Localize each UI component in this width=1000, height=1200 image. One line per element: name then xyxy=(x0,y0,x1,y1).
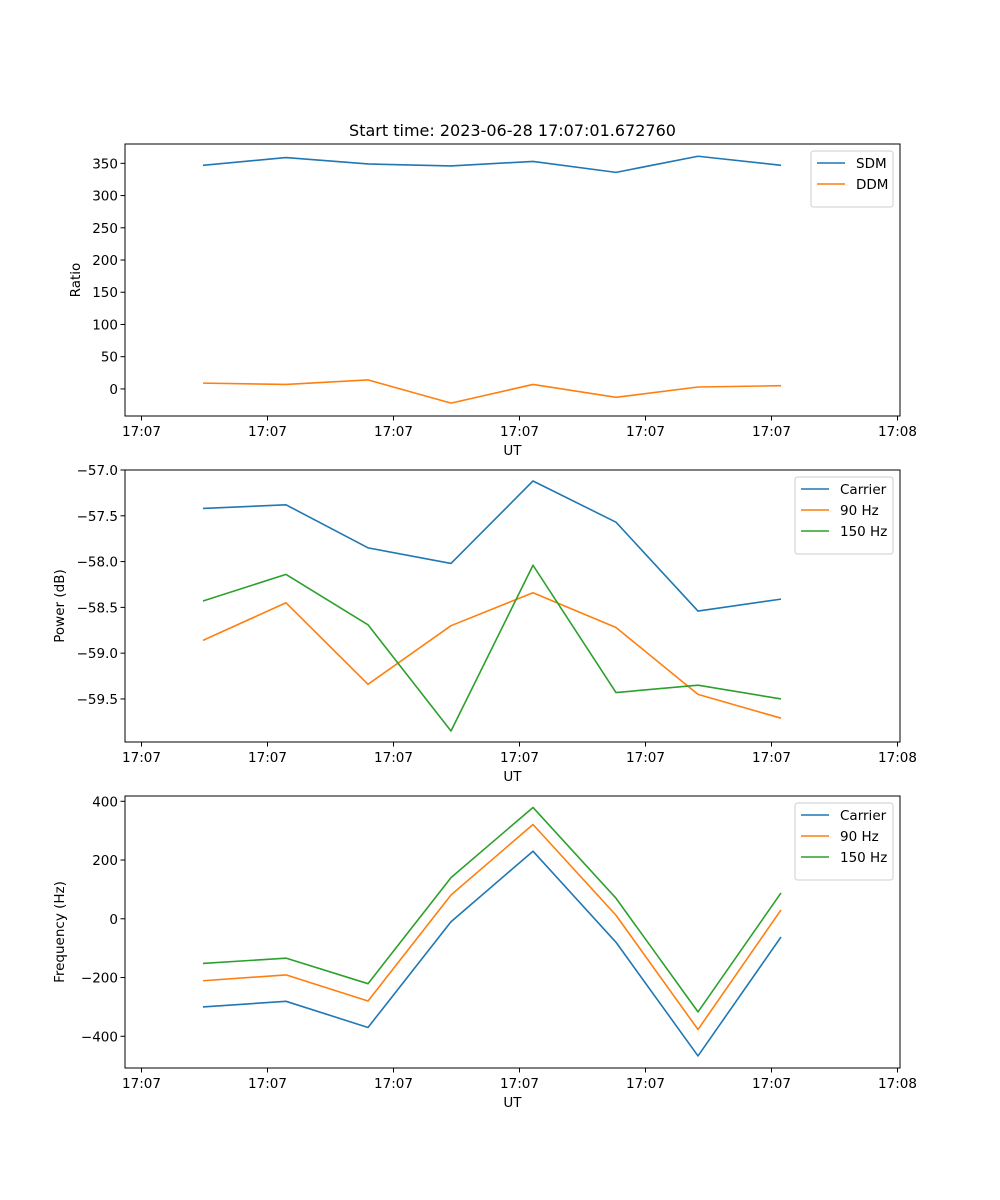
legend-label: 90 Hz xyxy=(840,829,879,845)
y-tick-label: 100 xyxy=(92,317,118,333)
y-axis-label: Frequency (Hz) xyxy=(52,881,68,983)
y-tick-label: 300 xyxy=(92,189,118,205)
legend-label: Carrier xyxy=(840,482,887,498)
x-tick-label: 17:07 xyxy=(500,424,539,440)
legend-box xyxy=(794,802,894,881)
y-tick-label: −58.5 xyxy=(77,600,118,616)
y-axis-label: Ratio xyxy=(68,263,84,298)
y-tick-label: −400 xyxy=(81,1029,118,1045)
legend-label: 90 Hz xyxy=(840,503,879,519)
y-tick-label: −200 xyxy=(81,971,118,987)
series-line-ddm xyxy=(202,379,782,404)
x-tick-label: 17:07 xyxy=(374,1076,413,1092)
x-tick-label: 17:08 xyxy=(878,750,917,766)
series-line-90-hz xyxy=(202,823,782,1031)
figure-title: Start time: 2023-06-28 17:07:01.672760 xyxy=(349,121,676,140)
x-axis-label: UT xyxy=(503,1095,522,1111)
legend: SDM DDM xyxy=(810,150,894,208)
plots-container: 17:07 17:07 17:07 17:07 17:07 17:07 17:08 0 50 10… xyxy=(52,143,917,1111)
legend-label: SDM xyxy=(856,156,887,172)
y-tick-label: 200 xyxy=(92,253,118,269)
x-axis-label: UT xyxy=(503,769,522,785)
y-tick-label: 0 xyxy=(109,912,118,928)
chart-panel-frequency: 17:07 17:07 17:07 17:07 17:07 17:07 17:08 −400 −… xyxy=(52,794,917,1111)
y-tick-label: 200 xyxy=(92,853,118,869)
legend-label: Carrier xyxy=(840,808,887,824)
series-line-sdm xyxy=(202,155,782,174)
x-tick-label: 17:07 xyxy=(374,750,413,766)
x-tick-label: 17:07 xyxy=(626,750,665,766)
legend-box xyxy=(810,150,894,208)
series-line-carrier xyxy=(202,850,782,1057)
y-tick-label: 400 xyxy=(92,794,118,810)
x-tick-label: 17:08 xyxy=(878,424,917,440)
legend: Carrier 90 Hz 150 Hz xyxy=(794,476,894,555)
legend-label: 150 Hz xyxy=(840,850,887,866)
y-tick-label: −59.5 xyxy=(77,692,118,708)
legend: Carrier 90 Hz 150 Hz xyxy=(794,802,894,881)
x-tick-label: 17:07 xyxy=(248,750,287,766)
x-tick-label: 17:07 xyxy=(374,424,413,440)
y-tick-label: −58.0 xyxy=(77,555,118,571)
legend-label: DDM xyxy=(856,177,888,193)
y-tick-label: −57.5 xyxy=(77,509,118,525)
x-tick-label: 17:07 xyxy=(500,750,539,766)
y-tick-label: 350 xyxy=(92,156,118,172)
x-tick-label: 17:07 xyxy=(626,1076,665,1092)
series-line-150-hz xyxy=(202,564,782,732)
x-tick-label: 17:07 xyxy=(248,1076,287,1092)
y-tick-label: 150 xyxy=(92,285,118,301)
series-line-150-hz xyxy=(202,806,782,1013)
y-tick-label: 250 xyxy=(92,221,118,237)
y-tick-label: −57.0 xyxy=(77,463,118,479)
chart-panel-power: 17:07 17:07 17:07 17:07 17:07 17:07 17:08 −57.0… xyxy=(52,463,917,785)
x-tick-label: 17:07 xyxy=(752,424,791,440)
x-tick-label: 17:07 xyxy=(500,1076,539,1092)
x-tick-label: 17:07 xyxy=(752,1076,791,1092)
plot-frame xyxy=(124,795,901,1069)
legend-box xyxy=(794,476,894,555)
series-line-90-hz xyxy=(202,591,782,719)
y-tick-label: 50 xyxy=(101,350,118,366)
y-tick-label: −59.0 xyxy=(77,646,118,662)
x-tick-label: 17:07 xyxy=(752,750,791,766)
legend-label: 150 Hz xyxy=(840,524,887,540)
x-tick-label: 17:07 xyxy=(248,424,287,440)
x-axis-label: UT xyxy=(503,443,522,459)
series-line-carrier xyxy=(202,480,782,612)
x-tick-label: 17:07 xyxy=(122,1076,161,1092)
x-tick-label: 17:07 xyxy=(122,424,161,440)
x-tick-label: 17:08 xyxy=(878,1076,917,1092)
plot-frame xyxy=(124,143,901,417)
x-tick-label: 17:07 xyxy=(626,424,665,440)
y-axis-label: Power (dB) xyxy=(52,569,68,642)
chart-panel-ratio: 17:07 17:07 17:07 17:07 17:07 17:07 17:08 0 50 10… xyxy=(68,143,917,459)
y-tick-label: 0 xyxy=(109,382,118,398)
x-tick-label: 17:07 xyxy=(122,750,161,766)
plot-frame xyxy=(124,469,901,743)
